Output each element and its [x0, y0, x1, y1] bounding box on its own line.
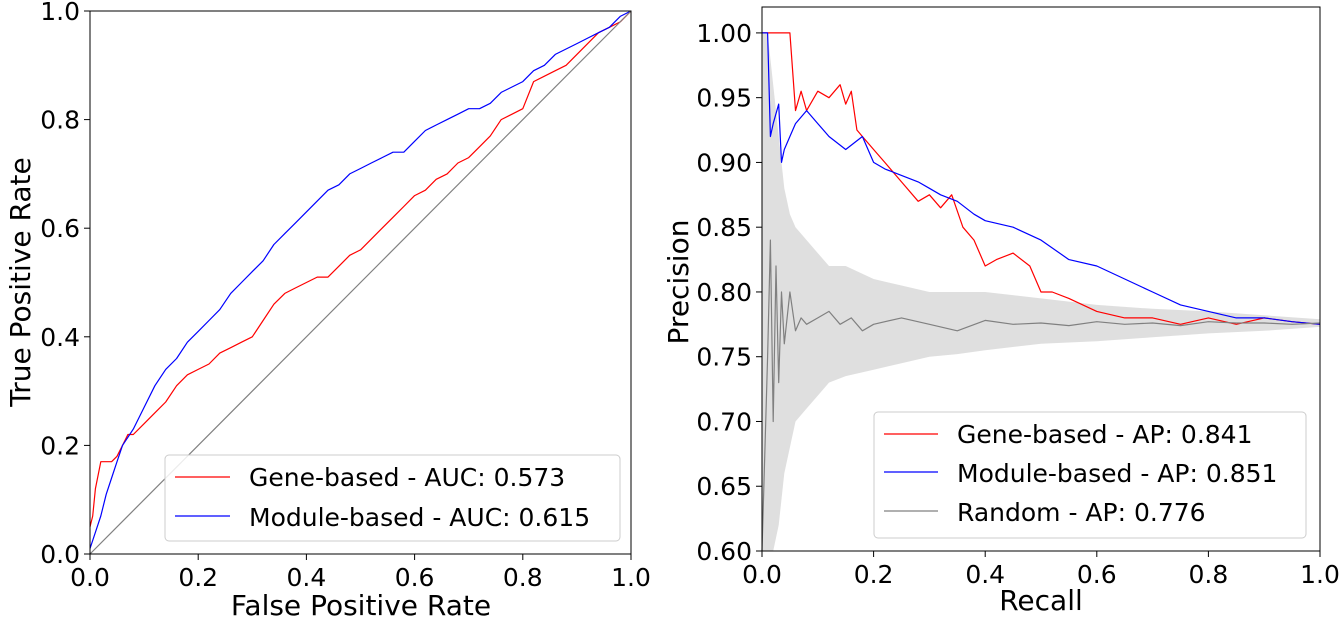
roc-legend: Gene-based - AUC: 0.573 Module-based - A…	[164, 454, 621, 542]
pr-legend: Gene-based - AP: 0.841 Module-based - AP…	[873, 411, 1307, 539]
pr-x-tick-label: 0.4	[965, 560, 1005, 589]
roc-series-line-gene-based	[89, 10, 632, 528]
roc-x-tick-label: 0.0	[70, 563, 110, 592]
roc-x-tick-label: 0.2	[178, 563, 218, 592]
pr-x-tick-label: 0.2	[854, 560, 894, 589]
roc-x-axis-label: False Positive Rate	[231, 589, 491, 622]
pr-axes-frame	[761, 6, 1321, 552]
pr-y-axis-label: Precision	[662, 220, 695, 345]
pr-confidence-band	[762, 32, 1320, 551]
roc-y-tick-label: 0.8	[40, 106, 80, 135]
roc-y-tick-label: 0.6	[40, 214, 80, 243]
pr-chart: 0.0 0.2 0.4 0.6 0.8 1.0 0.600.650.700.750.800…	[662, 6, 1340, 617]
roc-y-tick-label: 0.2	[40, 431, 80, 460]
roc-y-axis-ticks: 0.0 0.2 0.4 0.6 0.8 1.0	[40, 0, 90, 569]
roc-series-line-module-based	[89, 10, 632, 549]
pr-x-tick-label: 0.0	[742, 560, 782, 589]
roc-x-axis-ticks: 0.0 0.2 0.4 0.6 0.8 1.0	[70, 554, 651, 592]
pr-y-tick-label: 0.75	[696, 343, 752, 372]
roc-legend-label-gene: Gene-based - AUC: 0.573	[249, 463, 565, 492]
roc-axes-frame	[89, 10, 632, 555]
pr-x-tick-label: 0.8	[1189, 560, 1229, 589]
pr-y-tick-label: 0.85	[696, 213, 752, 242]
pr-y-tick-label: 0.70	[696, 407, 752, 436]
roc-x-tick-label: 1.0	[611, 563, 651, 592]
roc-y-axis-label: True Positive Rate	[4, 157, 37, 407]
pr-y-tick-label: 0.60	[696, 537, 752, 566]
pr-y-tick-label: 0.65	[696, 472, 752, 501]
roc-x-tick-label: 0.6	[395, 563, 435, 592]
roc-y-tick-label: 1.0	[40, 0, 80, 26]
pr-y-axis-ticks: 0.60 0.65 0.70 0.75 0.80 0.85 0.90 0.95 1.00	[696, 19, 762, 566]
pr-series-line-random	[761, 239, 1321, 552]
pr-legend-label-module: Module-based - AP: 0.851	[957, 459, 1277, 488]
pr-series-line-gene-based	[762, 32, 1321, 325]
roc-legend-box	[164, 454, 621, 542]
pr-plot-area	[761, 32, 1321, 552]
pr-legend-label-random: Random - AP: 0.776	[957, 498, 1206, 527]
pr-y-tick-label: 1.00	[696, 19, 752, 48]
roc-x-tick-label: 0.4	[287, 563, 327, 592]
pr-legend-box	[873, 411, 1307, 539]
pr-x-axis-label: Recall	[999, 584, 1083, 617]
pr-x-tick-label: 0.6	[1077, 560, 1117, 589]
roc-x-tick-label: 0.8	[503, 563, 543, 592]
pr-legend-label-gene: Gene-based - AP: 0.841	[957, 420, 1253, 449]
pr-y-tick-label: 0.95	[696, 84, 752, 113]
roc-y-tick-label: 0.4	[40, 323, 80, 352]
pr-x-axis-ticks: 0.0 0.2 0.4 0.6 0.8 1.0	[742, 551, 1340, 589]
roc-y-tick-label: 0.0	[40, 540, 80, 569]
roc-legend-label-module: Module-based - AUC: 0.615	[249, 503, 590, 532]
pr-y-tick-label: 0.90	[696, 148, 752, 177]
roc-chart: 0.0 0.2 0.4 0.6 0.8 1.0 0.0 0.2 0.4 0.6 0.8 1.0 Fa…	[4, 0, 651, 622]
pr-y-tick-label: 0.80	[696, 278, 752, 307]
pr-x-tick-label: 1.0	[1300, 560, 1340, 589]
pr-series-line-module-based	[762, 32, 1321, 325]
